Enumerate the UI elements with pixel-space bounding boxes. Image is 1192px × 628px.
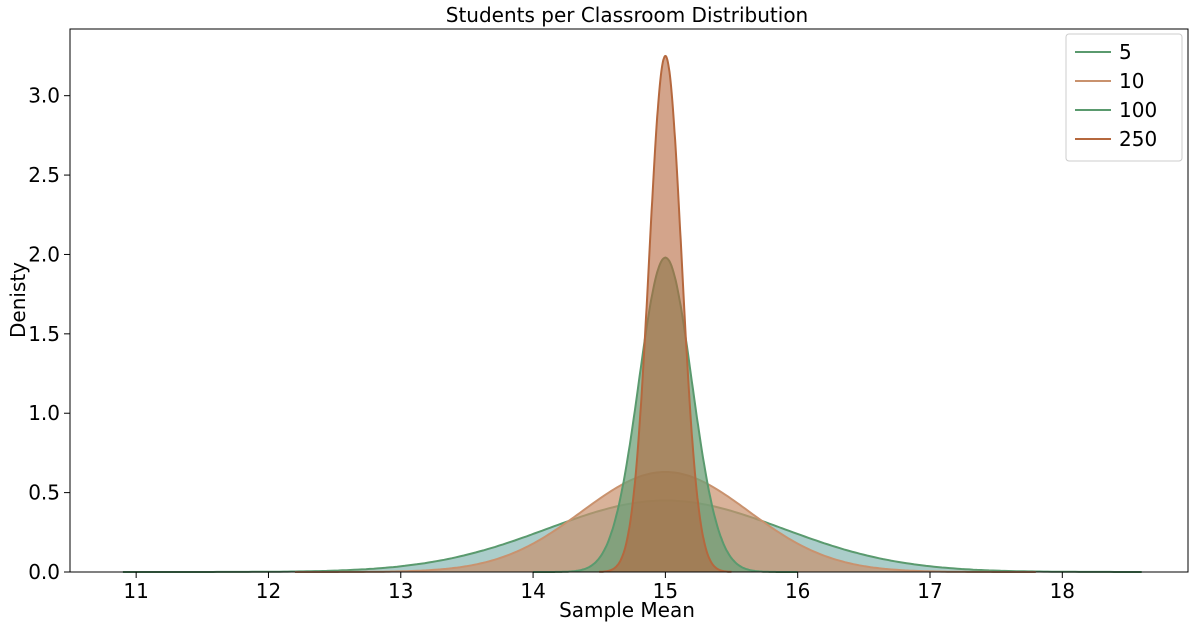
x-tick-label: 14 <box>520 579 545 603</box>
x-tick-label: 12 <box>256 579 281 603</box>
y-tick-label: 1.5 <box>28 322 60 346</box>
x-tick-label: 18 <box>1050 579 1075 603</box>
y-tick-label: 0.0 <box>28 560 60 584</box>
x-axis-label: Sample Mean <box>559 598 695 622</box>
legend-label-100: 100 <box>1119 98 1157 122</box>
legend-label-5: 5 <box>1119 40 1132 64</box>
y-tick-label: 1.0 <box>28 401 60 425</box>
y-axis: 0.0 0.5 1.0 1.5 2.0 2.5 3.0 <box>28 84 70 584</box>
x-axis: 11 12 13 14 15 16 17 18 <box>123 572 1075 603</box>
chart-title: Students per Classroom Distribution <box>446 3 808 27</box>
legend-label-250: 250 <box>1119 127 1157 151</box>
y-tick-label: 2.5 <box>28 163 60 187</box>
series-line-250 <box>599 54 732 573</box>
y-axis-label: Denisty <box>6 262 30 338</box>
y-tick-label: 0.5 <box>28 481 60 505</box>
x-tick-label: 16 <box>785 579 810 603</box>
legend: 5 10 100 250 <box>1065 33 1183 162</box>
y-tick-label: 2.0 <box>28 242 60 266</box>
plot-frame <box>69 28 1189 573</box>
legend-frame <box>1065 33 1183 162</box>
x-tick-label: 15 <box>653 579 678 603</box>
x-tick-label: 17 <box>917 579 942 603</box>
x-tick-label: 13 <box>388 579 413 603</box>
legend-label-10: 10 <box>1119 69 1144 93</box>
x-tick-label: 11 <box>123 579 148 603</box>
series-area-250 <box>599 56 732 572</box>
plot-area <box>122 54 1142 573</box>
y-tick-label: 3.0 <box>28 84 60 108</box>
